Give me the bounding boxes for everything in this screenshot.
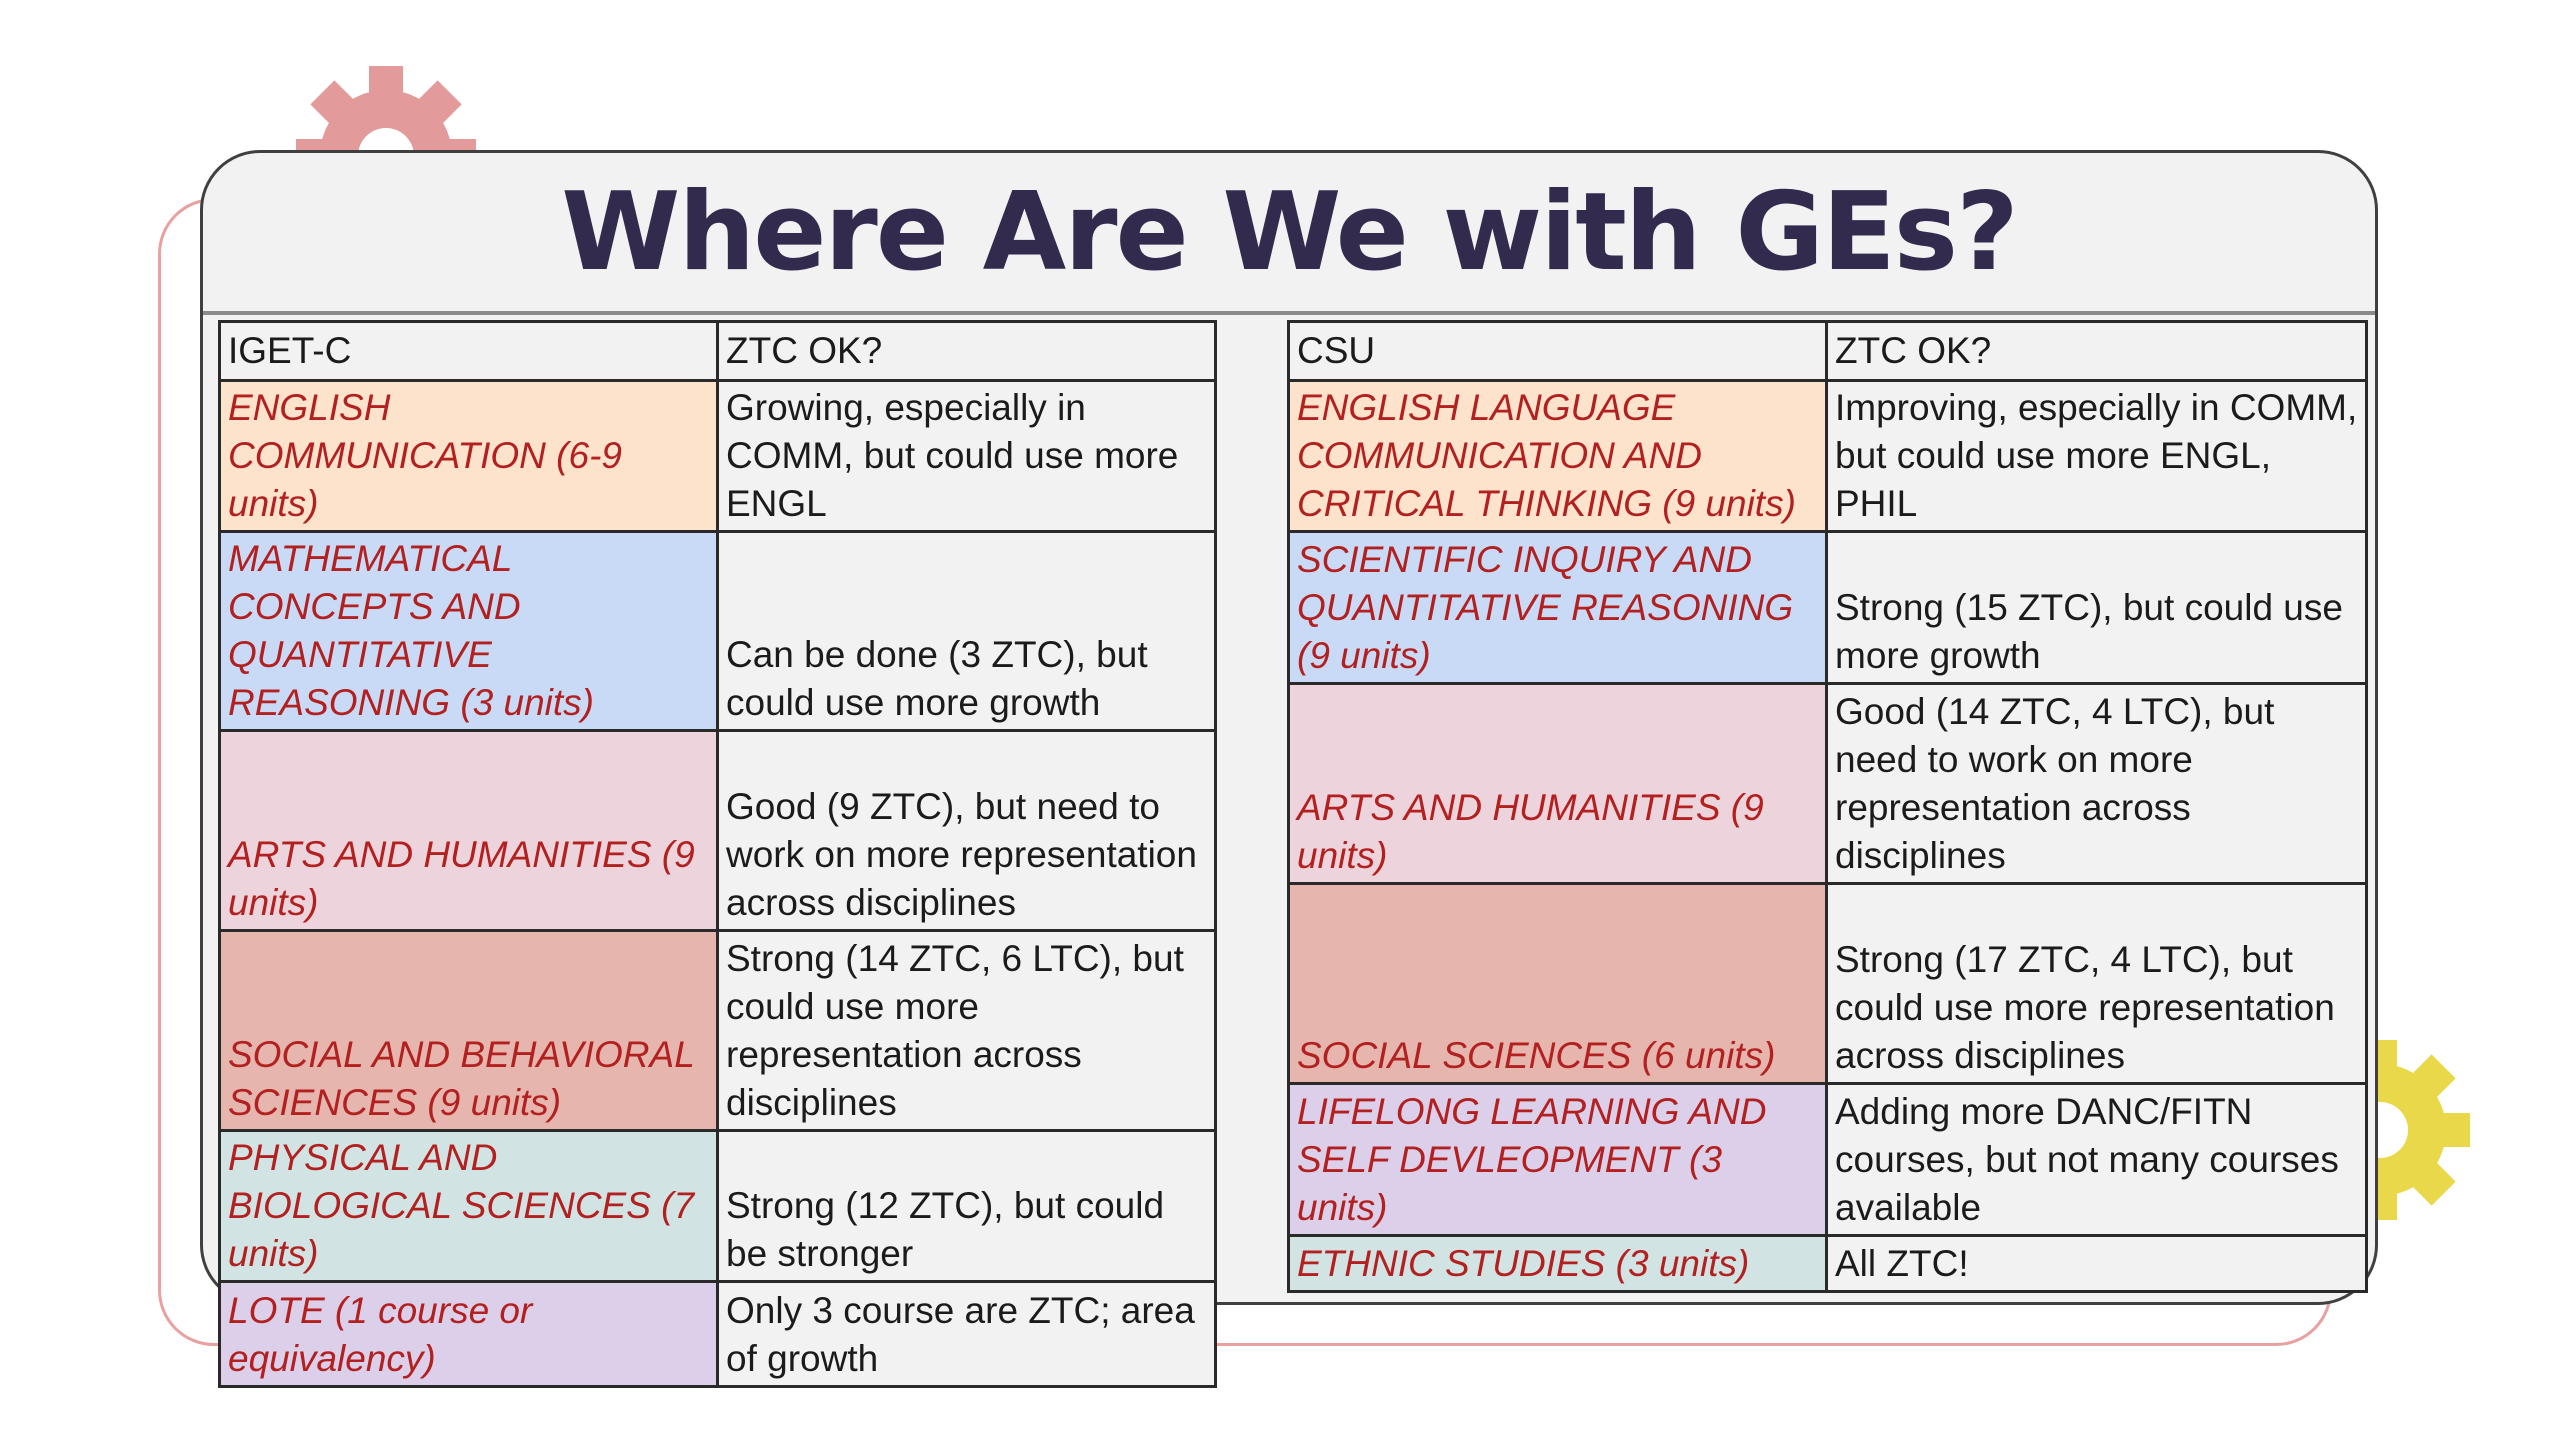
column-header-category: CSU [1287, 320, 1828, 382]
category-cell: SOCIAL SCIENCES (6 units) [1287, 882, 1828, 1085]
status-cell: Can be done (3 ZTC), but could use more … [716, 530, 1217, 732]
table-header-row: CSU ZTC OK? [1287, 320, 2368, 382]
status-cell: Strong (12 ZTC), but could be stronger [716, 1129, 1217, 1283]
table-row: SCIENTIFIC INQUIRY AND QUANTITATIVE REAS… [1287, 530, 2368, 685]
table-header-row: IGET-C ZTC OK? [218, 320, 1217, 382]
status-cell: Strong (17 ZTC, 4 LTC), but could use mo… [1825, 882, 2368, 1085]
csu-table: CSU ZTC OK? ENGLISH LANGUAGE COMMUNICATI… [1287, 320, 2368, 1293]
table-row: LIFELONG LEARNING AND SELF DEVLEOPMENT (… [1287, 1082, 2368, 1237]
category-cell: ARTS AND HUMANITIES (9 units) [1287, 682, 1828, 885]
category-cell: SOCIAL AND BEHAVIORAL SCIENCES (9 units) [218, 929, 719, 1132]
category-cell: PHYSICAL AND BIOLOGICAL SCIENCES (7 unit… [218, 1129, 719, 1283]
table-row: PHYSICAL AND BIOLOGICAL SCIENCES (7 unit… [218, 1129, 1217, 1283]
table-row: ARTS AND HUMANITIES (9 units) Good (14 Z… [1287, 682, 2368, 885]
category-cell: ENGLISH COMMUNICATION (6-9 units) [218, 379, 719, 533]
category-cell: ETHNIC STUDIES (3 units) [1287, 1234, 1828, 1293]
column-header-ztc: ZTC OK? [716, 320, 1217, 382]
table-row: ENGLISH LANGUAGE COMMUNICATION AND CRITI… [1287, 379, 2368, 533]
table-row: MATHEMATICAL CONCEPTS AND QUANTITATIVE R… [218, 530, 1217, 732]
category-cell: LIFELONG LEARNING AND SELF DEVLEOPMENT (… [1287, 1082, 1828, 1237]
category-cell: ARTS AND HUMANITIES (9 units) [218, 729, 719, 932]
status-cell: Strong (15 ZTC), but could use more grow… [1825, 530, 2368, 685]
table-row: SOCIAL AND BEHAVIORAL SCIENCES (9 units)… [218, 929, 1217, 1132]
column-header-ztc: ZTC OK? [1825, 320, 2368, 382]
status-cell: Improving, especially in COMM, but could… [1825, 379, 2368, 533]
category-cell: MATHEMATICAL CONCEPTS AND QUANTITATIVE R… [218, 530, 719, 732]
table-row: ETHNIC STUDIES (3 units) All ZTC! [1287, 1234, 2368, 1293]
page-title: Where Are We with GEs? [561, 169, 2018, 295]
igetc-table: IGET-C ZTC OK? ENGLISH COMMUNICATION (6-… [218, 320, 1217, 1388]
status-cell: Good (14 ZTC, 4 LTC), but need to work o… [1825, 682, 2368, 885]
status-cell: Growing, especially in COMM, but could u… [716, 379, 1217, 533]
table-row: SOCIAL SCIENCES (6 units) Strong (17 ZTC… [1287, 882, 2368, 1085]
status-cell: Good (9 ZTC), but need to work on more r… [716, 729, 1217, 932]
table-row: ARTS AND HUMANITIES (9 units) Good (9 ZT… [218, 729, 1217, 932]
status-cell: Only 3 course are ZTC; area of growth [716, 1280, 1217, 1388]
category-cell: LOTE (1 course or equivalency) [218, 1280, 719, 1388]
status-cell: All ZTC! [1825, 1234, 2368, 1293]
table-row: LOTE (1 course or equivalency) Only 3 co… [218, 1280, 1217, 1388]
title-bar: Where Are We with GEs? [203, 153, 2375, 315]
category-cell: ENGLISH LANGUAGE COMMUNICATION AND CRITI… [1287, 379, 1828, 533]
table-row: ENGLISH COMMUNICATION (6-9 units) Growin… [218, 379, 1217, 533]
column-header-category: IGET-C [218, 320, 719, 382]
status-cell: Strong (14 ZTC, 6 LTC), but could use mo… [716, 929, 1217, 1132]
category-cell: SCIENTIFIC INQUIRY AND QUANTITATIVE REAS… [1287, 530, 1828, 685]
status-cell: Adding more DANC/FITN courses, but not m… [1825, 1082, 2368, 1237]
